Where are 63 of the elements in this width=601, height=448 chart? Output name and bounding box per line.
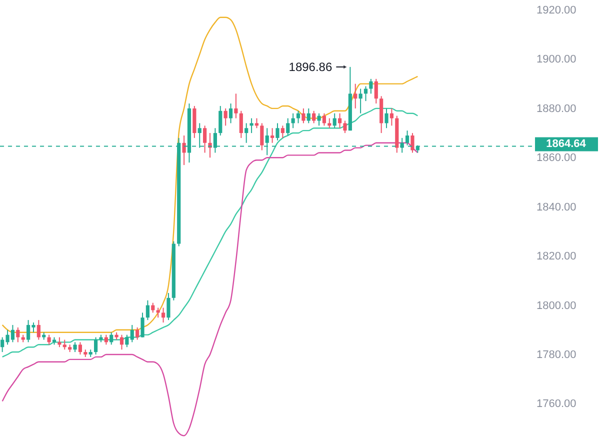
candlestick xyxy=(156,307,160,318)
candlestick xyxy=(280,125,284,138)
candlestick xyxy=(384,108,388,129)
candlestick xyxy=(140,312,144,338)
candlestick xyxy=(146,300,150,321)
candlestick xyxy=(234,93,238,119)
candlestick xyxy=(130,324,134,343)
candlestick xyxy=(125,334,129,348)
y-tick-label: 1780.00 xyxy=(536,348,576,361)
y-tick-label: 1880.00 xyxy=(536,102,576,115)
candlestick xyxy=(410,132,414,154)
y-tick-label: 1860.00 xyxy=(536,152,576,164)
candlestick xyxy=(254,118,259,129)
candlestick xyxy=(364,86,368,102)
y-tick-label: 1840.00 xyxy=(536,201,576,214)
candlestick xyxy=(94,336,98,355)
candlestick xyxy=(332,112,336,129)
candlestick xyxy=(322,112,326,126)
candlestick xyxy=(120,334,124,350)
candlestick xyxy=(224,108,228,126)
candlestick xyxy=(296,110,300,124)
candlestick xyxy=(354,83,358,109)
candlestick xyxy=(161,307,166,324)
candlestick xyxy=(302,108,306,124)
candlestick xyxy=(270,128,274,144)
candlestick xyxy=(306,108,310,124)
candlestick xyxy=(405,130,410,146)
y-tick-label: 1820.00 xyxy=(536,250,576,263)
candlestick xyxy=(390,108,394,126)
candlestick xyxy=(312,110,316,124)
candlestick xyxy=(182,134,186,166)
candlestick xyxy=(358,88,362,114)
candlestick xyxy=(250,118,254,134)
candlestick xyxy=(328,118,332,129)
ref-line-label: 1864.64 xyxy=(546,138,587,150)
candlestick xyxy=(16,326,20,343)
candlestick xyxy=(369,78,373,94)
candlestick xyxy=(228,103,233,124)
candlestick xyxy=(218,105,222,136)
candlestick xyxy=(73,342,77,353)
candlestick xyxy=(203,125,207,154)
candlestick xyxy=(78,342,82,355)
candlestick xyxy=(374,78,378,104)
candlestick xyxy=(136,326,140,340)
annotation: 1896.86 xyxy=(288,60,332,74)
line-series xyxy=(2,108,418,358)
y-tick-label: 1760.00 xyxy=(536,398,576,410)
candlestick xyxy=(343,120,347,134)
candlestick xyxy=(276,122,280,141)
candlestick xyxy=(110,332,114,346)
y-tick-label: 1900.00 xyxy=(536,54,576,66)
candlestick xyxy=(208,132,212,158)
candlestick xyxy=(58,336,62,348)
candlestick xyxy=(260,122,264,151)
candlestick xyxy=(62,339,66,350)
candlestick xyxy=(36,320,40,340)
candlestick xyxy=(244,122,248,144)
candlestick xyxy=(286,118,290,136)
y-tick-label: 1920.00 xyxy=(536,4,576,16)
candlestick xyxy=(239,110,243,138)
candlestick xyxy=(317,112,321,126)
candlestick xyxy=(166,292,170,321)
y-tick-label: 1800.00 xyxy=(536,300,576,312)
